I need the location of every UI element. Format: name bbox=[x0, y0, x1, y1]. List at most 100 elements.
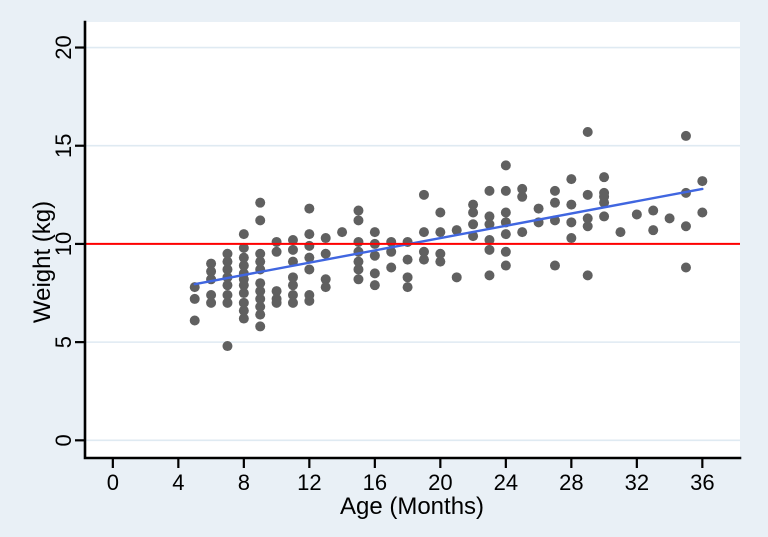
data-point bbox=[500, 229, 511, 240]
data-point bbox=[353, 264, 364, 275]
data-point bbox=[566, 233, 577, 244]
data-point bbox=[566, 217, 577, 228]
data-point bbox=[238, 252, 249, 263]
data-point bbox=[320, 274, 331, 285]
x-tick-label: 36 bbox=[690, 470, 714, 495]
data-point bbox=[304, 264, 315, 275]
data-point bbox=[255, 286, 266, 297]
data-point bbox=[369, 268, 380, 279]
data-point bbox=[255, 197, 266, 208]
data-point bbox=[533, 203, 544, 214]
data-point bbox=[697, 176, 708, 187]
data-point bbox=[418, 189, 429, 200]
x-tick-label: 32 bbox=[625, 470, 649, 495]
data-point bbox=[484, 244, 495, 255]
y-tick-label: 0 bbox=[51, 434, 76, 446]
data-point bbox=[435, 248, 446, 259]
data-point bbox=[599, 197, 610, 208]
data-point bbox=[222, 289, 233, 300]
data-point bbox=[238, 242, 249, 253]
data-point bbox=[255, 309, 266, 320]
data-point bbox=[500, 260, 511, 271]
data-point bbox=[238, 260, 249, 271]
data-point bbox=[500, 160, 511, 171]
data-point bbox=[353, 215, 364, 226]
data-point bbox=[337, 227, 348, 238]
data-point bbox=[582, 213, 593, 224]
data-point bbox=[418, 227, 429, 238]
data-point bbox=[451, 225, 462, 236]
data-point bbox=[222, 248, 233, 259]
data-point bbox=[320, 233, 331, 244]
data-point bbox=[582, 126, 593, 137]
data-point bbox=[238, 229, 249, 240]
data-point bbox=[255, 301, 266, 312]
data-point bbox=[435, 207, 446, 218]
data-point bbox=[484, 235, 495, 245]
data-point bbox=[255, 248, 266, 259]
data-point bbox=[680, 221, 691, 232]
data-point bbox=[500, 246, 511, 257]
data-point bbox=[304, 240, 315, 251]
data-point bbox=[549, 260, 560, 271]
data-point bbox=[386, 262, 397, 273]
x-tick-label: 0 bbox=[107, 470, 119, 495]
data-point bbox=[566, 199, 577, 210]
data-point bbox=[353, 236, 364, 247]
data-point bbox=[271, 246, 282, 257]
data-point bbox=[680, 130, 691, 141]
data-point bbox=[238, 297, 249, 308]
data-point bbox=[664, 213, 675, 224]
data-point bbox=[582, 221, 593, 232]
data-point bbox=[648, 225, 659, 236]
data-point bbox=[255, 321, 266, 332]
data-point bbox=[206, 258, 217, 269]
x-tick-label: 4 bbox=[172, 470, 184, 495]
x-tick-label: 16 bbox=[363, 470, 387, 495]
data-point bbox=[222, 297, 233, 308]
data-point bbox=[599, 211, 610, 222]
data-point bbox=[304, 203, 315, 214]
data-point bbox=[271, 236, 282, 247]
data-point bbox=[320, 282, 331, 293]
data-point bbox=[206, 297, 217, 308]
data-point bbox=[238, 313, 249, 324]
data-point bbox=[468, 219, 479, 230]
data-point bbox=[549, 185, 560, 196]
y-tick-label: 20 bbox=[51, 35, 76, 59]
data-point bbox=[353, 205, 364, 216]
data-point bbox=[631, 209, 642, 220]
data-point bbox=[418, 246, 429, 257]
data-point bbox=[484, 211, 495, 222]
data-point bbox=[287, 235, 298, 245]
data-point bbox=[386, 246, 397, 257]
fit-line bbox=[193, 187, 704, 286]
y-tick-label: 15 bbox=[51, 133, 76, 157]
data-point bbox=[549, 197, 560, 208]
data-point bbox=[500, 207, 511, 218]
x-tick-label: 24 bbox=[494, 470, 518, 495]
data-point bbox=[287, 272, 298, 283]
data-point bbox=[435, 256, 446, 267]
data-point bbox=[402, 282, 413, 293]
data-point bbox=[304, 229, 315, 240]
x-tick-label: 8 bbox=[238, 470, 250, 495]
data-point bbox=[287, 280, 298, 291]
data-point bbox=[484, 219, 495, 230]
x-axis-title: Age (Months) bbox=[340, 493, 484, 520]
data-point bbox=[484, 270, 495, 281]
data-point bbox=[255, 278, 266, 289]
y-tick-label: 10 bbox=[51, 232, 76, 256]
data-point bbox=[484, 185, 495, 196]
data-point bbox=[238, 305, 249, 316]
data-point bbox=[369, 250, 380, 261]
data-point bbox=[320, 248, 331, 259]
data-point bbox=[353, 256, 364, 267]
data-point bbox=[369, 227, 380, 238]
data-point bbox=[238, 288, 249, 299]
plot-area bbox=[85, 22, 740, 458]
data-point bbox=[287, 244, 298, 255]
x-tick-label: 12 bbox=[297, 470, 321, 495]
data-point bbox=[206, 289, 217, 300]
data-point bbox=[599, 172, 610, 183]
